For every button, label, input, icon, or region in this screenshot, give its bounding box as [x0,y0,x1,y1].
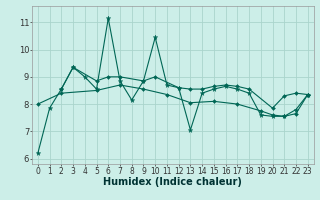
X-axis label: Humidex (Indice chaleur): Humidex (Indice chaleur) [103,177,242,187]
